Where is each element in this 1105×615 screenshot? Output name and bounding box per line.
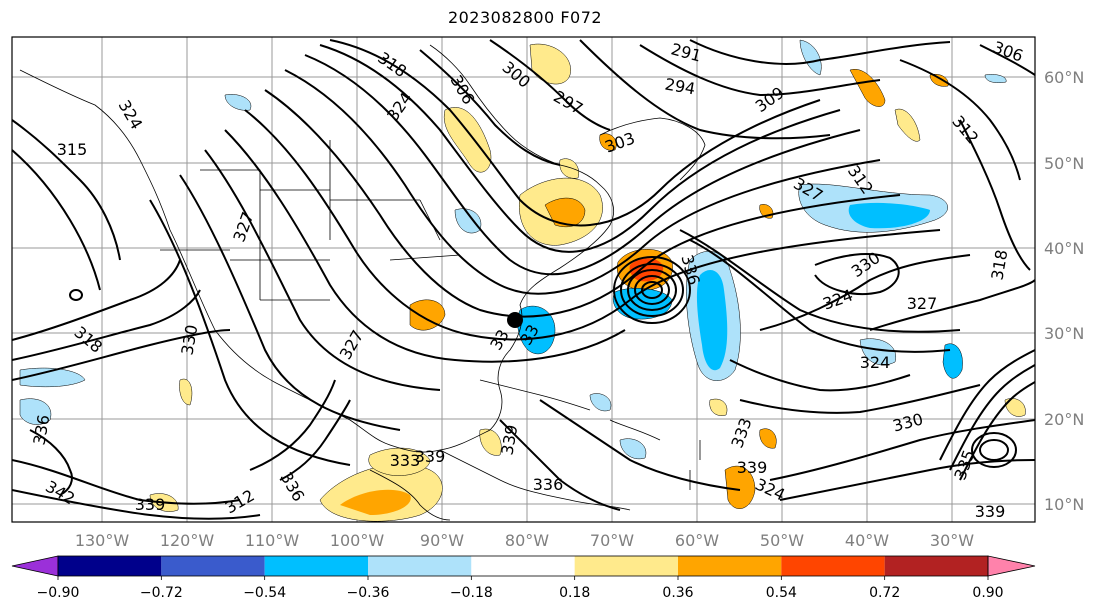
colorbar-segment [678, 556, 782, 576]
longitude-label: 60°W [675, 531, 719, 550]
contour-label: 339 [135, 495, 166, 514]
coastlines [19, 44, 706, 521]
longitude-label: 120°W [160, 531, 215, 550]
colorbar-left-extend [11, 555, 59, 577]
colorbar-tick-label: −0.90 [37, 585, 80, 601]
colorbar-segment [264, 556, 368, 576]
longitude-label: 50°W [760, 531, 804, 550]
longitude-label: 30°W [930, 531, 974, 550]
colorbar-tick-label: 0.72 [869, 585, 900, 601]
colorbar-segment [58, 556, 162, 576]
longitude-label: 70°W [590, 531, 634, 550]
latitude-label: 20°N [1044, 410, 1084, 429]
colorbar-tick-label: −0.72 [140, 585, 183, 601]
contour-label: 339 [415, 447, 446, 466]
latitude-label: 60°N [1044, 68, 1084, 87]
shading-patches [19, 39, 1026, 522]
colorbar-tick-label: 0.36 [662, 585, 693, 601]
map-title: 2023082800 F072 [447, 8, 603, 27]
latitude-label: 10°N [1044, 495, 1084, 514]
colorbar-tick-label: 0.54 [766, 585, 797, 601]
colorbar-tick-label: −0.18 [450, 585, 493, 601]
storm-marker [507, 312, 523, 328]
latitude-label: 40°N [1044, 239, 1084, 258]
longitude-label: 110°W [245, 531, 300, 550]
colorbar-segment [574, 556, 678, 576]
colorbar-tick-label: −0.54 [243, 585, 286, 601]
contour-label: 324 [860, 353, 891, 372]
contour-label: 327 [907, 294, 938, 313]
contour-label: 339 [975, 502, 1006, 521]
colorbar-right-extend [987, 555, 1036, 577]
colorbar-segment [781, 556, 885, 576]
colorbar: −0.90 −0.72 −0.54 −0.36 −0.18 0.18 0.36 0.54 0.7… [11, 555, 1036, 601]
latitude-labels: 60°N 50°N 40°N 30°N 20°N 10°N [1044, 68, 1084, 514]
colorbar-segment [884, 556, 988, 576]
contour-label: 339 [737, 458, 768, 477]
longitude-label: 130°W [75, 531, 130, 550]
longitude-label: 90°W [420, 531, 464, 550]
colorbar-tick-label: 0.18 [559, 585, 590, 601]
longitude-label: 40°W [845, 531, 889, 550]
latitude-label: 30°N [1044, 324, 1084, 343]
latitude-label: 50°N [1044, 154, 1084, 173]
low-pressure-contours [69, 256, 1017, 468]
contour-label: 333 [390, 451, 421, 470]
contour-label: 336 [533, 475, 564, 494]
colorbar-tick-label: 0.90 [972, 585, 1003, 601]
contour-lines [12, 39, 1035, 520]
longitude-label: 100°W [330, 531, 385, 550]
longitude-label: 80°W [505, 531, 549, 550]
longitude-labels: 130°W 120°W 110°W 100°W 90°W 80°W 70°W 60°W 50°W… [75, 531, 974, 550]
colorbar-segment [471, 556, 575, 576]
colorbar-segment [161, 556, 265, 576]
map-area [12, 37, 1035, 522]
colorbar-tick-label: −0.36 [347, 585, 390, 601]
colorbar-outline [57, 555, 989, 577]
colorbar-segment [368, 556, 472, 576]
map-frame [11, 36, 1036, 523]
contour-label: 315 [57, 140, 88, 159]
